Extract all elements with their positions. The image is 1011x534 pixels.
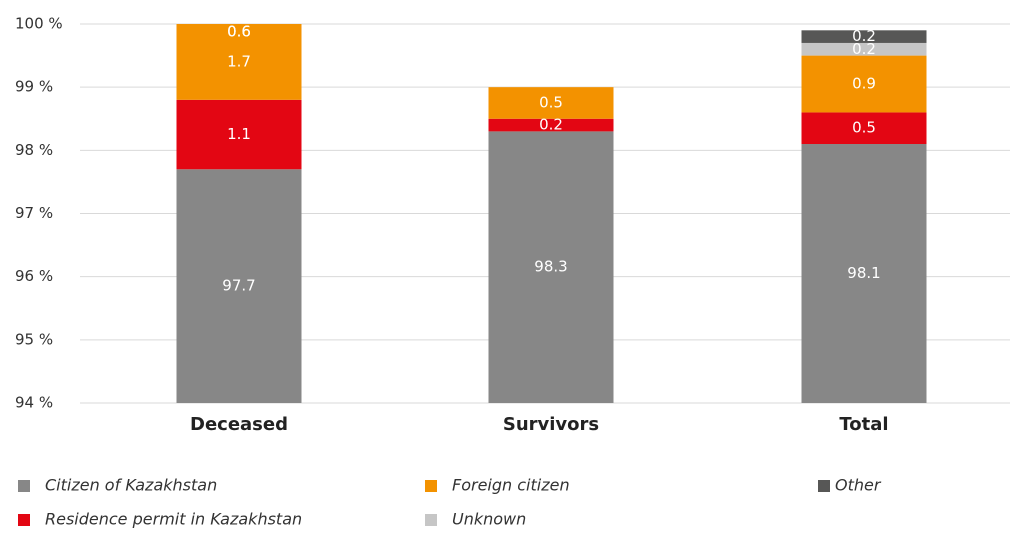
data-label: 0.6 bbox=[227, 23, 251, 41]
data-label: 0.2 bbox=[852, 40, 876, 58]
bar-segment bbox=[488, 118, 614, 132]
bar-segment bbox=[801, 55, 927, 113]
legend-label: Residence permit in Kazakhstan bbox=[45, 510, 302, 529]
legend-swatch bbox=[18, 514, 30, 526]
legend-swatch bbox=[818, 480, 830, 492]
data-label: 98.3 bbox=[534, 258, 567, 276]
data-label: 98.1 bbox=[847, 264, 880, 282]
data-label: 0.2 bbox=[852, 27, 876, 45]
bar-segment bbox=[488, 131, 614, 403]
plot-area bbox=[176, 24, 927, 403]
y-tick-label: 99 % bbox=[15, 78, 53, 96]
data-label: 0.9 bbox=[852, 75, 876, 93]
bar-segment bbox=[801, 42, 927, 56]
legend-label: Other bbox=[835, 476, 882, 495]
x-tick-label: Deceased bbox=[190, 414, 288, 435]
legend-swatch bbox=[425, 480, 437, 492]
bar-segment bbox=[488, 87, 614, 119]
data-label: 1.1 bbox=[227, 125, 251, 143]
bar-segment bbox=[176, 169, 302, 403]
y-tick-label: 98 % bbox=[15, 141, 53, 159]
data-label: 1.7 bbox=[227, 52, 251, 70]
legend-label: Unknown bbox=[452, 510, 526, 529]
legend-label: Citizen of Kazakhstan bbox=[45, 476, 217, 495]
x-tick-label: Total bbox=[839, 414, 888, 435]
y-tick-label: 100 % bbox=[15, 15, 63, 33]
y-tick-label: 94 % bbox=[15, 394, 53, 412]
bar-segment bbox=[801, 30, 927, 43]
bar-segment bbox=[176, 99, 302, 170]
data-label: 0.2 bbox=[539, 116, 563, 134]
bar-segment bbox=[801, 112, 927, 145]
x-tick-label: Survivors bbox=[503, 414, 599, 435]
data-label: 0.6 bbox=[227, 23, 251, 41]
bar-segment bbox=[801, 144, 927, 403]
y-tick-label: 96 % bbox=[15, 267, 53, 285]
y-tick-label: 97 % bbox=[15, 204, 53, 222]
data-label: 0.5 bbox=[539, 93, 563, 111]
legend-swatch bbox=[425, 514, 437, 526]
data-label: 0.5 bbox=[852, 119, 876, 137]
y-tick-label: 95 % bbox=[15, 330, 53, 348]
data-label: 97.7 bbox=[222, 277, 255, 295]
legend-label: Foreign citizen bbox=[452, 476, 570, 495]
bar-segment bbox=[176, 24, 302, 100]
legend-swatch bbox=[18, 480, 30, 492]
